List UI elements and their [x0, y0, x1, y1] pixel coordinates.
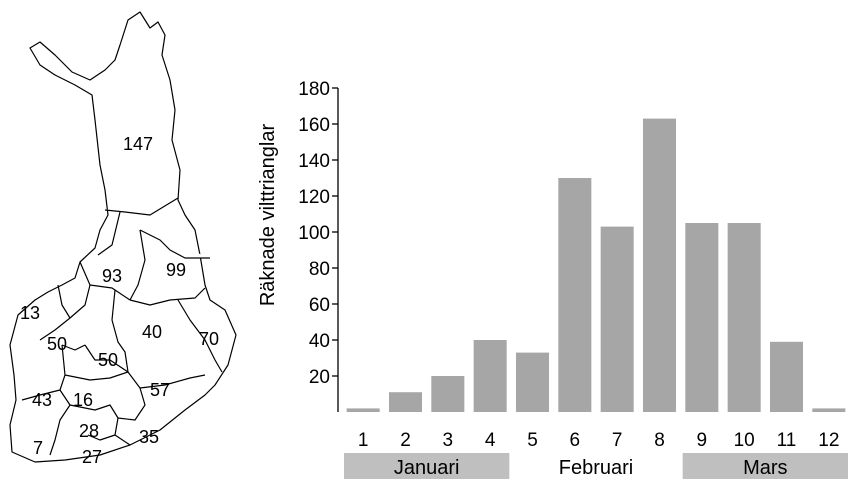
region-count-north-savo: 40	[142, 322, 162, 342]
region-border	[79, 261, 131, 301]
region-count-southwest: 7	[33, 438, 43, 458]
bar-3	[431, 376, 465, 412]
bar-6	[558, 178, 592, 412]
bar-11	[769, 341, 804, 412]
region-border	[87, 434, 116, 441]
region-count-north-karelia: 70	[199, 329, 219, 349]
region-border	[104, 197, 179, 216]
bar-7	[600, 226, 634, 412]
y-tick-label: 180	[298, 79, 330, 100]
region-count-southwest-inland: 43	[32, 390, 52, 410]
region-border	[117, 387, 146, 421]
y-tick-label: 80	[309, 259, 330, 280]
y-tick-label: 120	[298, 187, 330, 208]
y-axis-label: Räknade vilttrianglar	[257, 124, 279, 307]
bar-12	[812, 408, 846, 412]
bar-chart: Januari Februari Mars 1 2 3 4 5 6 7 8 9 10 11 1220406…	[257, 79, 848, 479]
y-tick-label: 20	[309, 367, 330, 388]
x-tick-label: 8	[654, 430, 665, 451]
month-label-mars: Mars	[743, 457, 787, 479]
x-tick-label: 11	[777, 430, 797, 451]
country-outline	[9, 11, 237, 463]
region-count-central-finland: 50	[98, 350, 118, 370]
bar-1	[346, 408, 380, 412]
region-count-tavastia: 28	[79, 421, 99, 441]
region-border	[139, 229, 210, 259]
x-tick-label: 4	[485, 430, 496, 451]
region-border	[97, 211, 121, 256]
x-tick-label: 3	[443, 430, 454, 451]
region-border	[84, 344, 129, 373]
region-border	[61, 344, 86, 351]
region-count-west-coast: 13	[20, 303, 40, 323]
region-border	[49, 389, 71, 456]
region-count-pirkanmaa: 16	[73, 390, 93, 410]
region-count-kainuu: 99	[166, 260, 186, 280]
region-count-lapland: 147	[123, 134, 153, 154]
bar-5	[515, 352, 550, 412]
region-border	[57, 284, 71, 319]
map-svg: 147 93 99 13 50 50 40 70 43 16 57 7 28 2…	[9, 11, 237, 467]
month-label-januari: Januari	[394, 457, 460, 479]
region-count-uusimaa: 27	[82, 447, 102, 467]
region-border	[177, 299, 223, 373]
region-border	[64, 371, 129, 381]
month-band-mars	[682, 453, 848, 479]
month-label-februari: Februari	[559, 457, 633, 479]
bars	[346, 118, 846, 412]
bar-10	[727, 223, 761, 412]
x-tick-label: 5	[527, 430, 538, 451]
bar-4	[473, 340, 507, 412]
bar-8	[642, 118, 677, 412]
region-count-south-savo: 57	[150, 380, 170, 400]
x-tick-label: 10	[734, 430, 755, 451]
x-tick-label: 12	[818, 430, 839, 451]
x-tick-label: 6	[570, 430, 581, 451]
region-border	[129, 287, 206, 306]
bar-2	[388, 392, 423, 412]
finland-region-map: 147 93 99 13 50 50 40 70 43 16 57 7 28 2…	[0, 0, 250, 481]
region-border	[129, 229, 146, 301]
region-border	[111, 289, 141, 389]
y-tick-label: 60	[309, 295, 330, 316]
region-border	[139, 374, 206, 389]
region-count-southeast: 35	[139, 427, 159, 447]
x-tick-label: 7	[612, 430, 623, 451]
region-count-north-ostrobothnia: 93	[102, 266, 122, 286]
y-tick-label: 140	[298, 151, 330, 172]
bar-9	[685, 223, 719, 412]
y-tick-label: 40	[309, 331, 330, 352]
x-tick-label: 1	[358, 430, 369, 451]
x-tick-label: 9	[697, 430, 708, 451]
month-bands: Januari Februari Mars	[344, 453, 848, 479]
month-band-januari	[344, 453, 510, 479]
x-tick-label: 2	[400, 430, 411, 451]
y-tick-label: 160	[298, 115, 330, 136]
bar-chart-panel: Januari Februari Mars 1 2 3 4 5 6 7 8 9 10 11 12 20 40 6…	[250, 0, 852, 481]
y-tick-label: 100	[298, 223, 330, 244]
region-count-ostrobothnia: 50	[47, 334, 67, 354]
